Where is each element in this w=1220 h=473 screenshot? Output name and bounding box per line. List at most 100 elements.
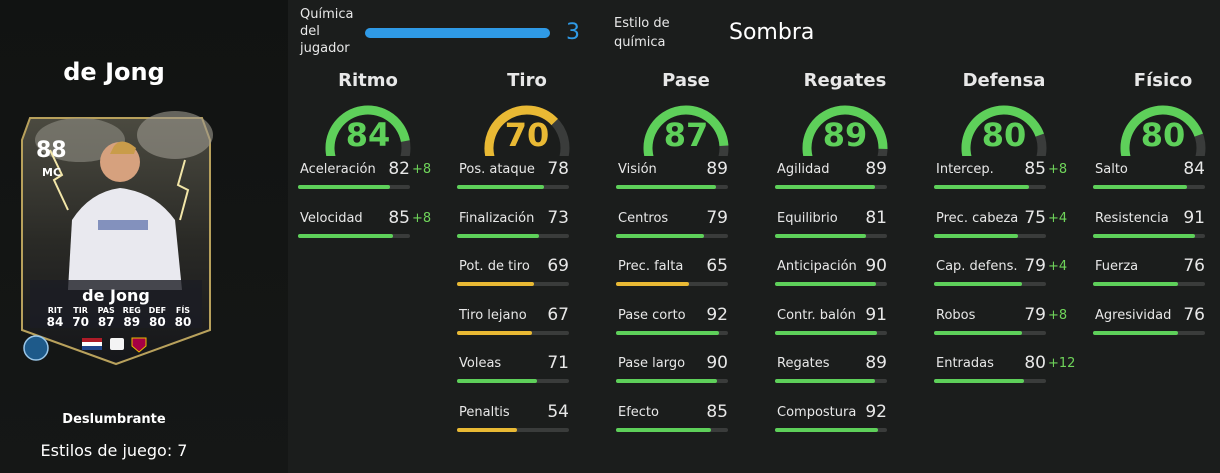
stat-label: Prec. cabeza (936, 210, 1019, 226)
stat-label: Finalización (459, 210, 535, 226)
stat-bar (298, 185, 410, 189)
stat-label: Equilibrio (777, 210, 838, 226)
stat-value: 80 (1024, 353, 1046, 374)
stat-row[interactable]: Intercep. 85 +8 (934, 159, 1074, 211)
stat-label: Fuerza (1095, 259, 1139, 275)
stat-bar-fill (616, 330, 720, 335)
player-card[interactable]: 88 MC de Jong RIT 84 TIR 70 PAS 87 REG 8… (10, 100, 222, 368)
stat-label: Voleas (459, 356, 502, 372)
stat-bar-fill (934, 379, 1024, 384)
stat-row[interactable]: Pos. ataque 78 (457, 159, 597, 211)
gauge-arc (1120, 105, 1206, 156)
category-title: Ritmo (338, 70, 398, 91)
stat-bar-fill (616, 427, 712, 432)
stat-row[interactable]: Robos 79 +8 (934, 305, 1074, 357)
gauge-arc (325, 105, 411, 156)
stat-row[interactable]: Pase largo 90 (616, 353, 756, 405)
stat-bar (934, 233, 1046, 238)
stat-bar (1093, 185, 1205, 189)
stat-bar-fill (616, 379, 717, 384)
stat-row[interactable]: Compostura 92 (775, 401, 915, 454)
stat-bar (616, 330, 728, 335)
stat-row[interactable]: Visión 89 (616, 159, 756, 211)
stat-row[interactable]: Agilidad 89 (775, 159, 915, 211)
stat-value: 76 (1183, 256, 1205, 277)
stat-boost: +8 (1048, 162, 1068, 177)
stat-bar (934, 379, 1046, 384)
chemistry-value: 3 (566, 20, 580, 45)
stat-value: 79 (1024, 256, 1046, 277)
stat-bar (934, 185, 1046, 189)
gauge-fill (484, 105, 558, 156)
stat-bar-fill (934, 233, 1018, 238)
stat-row[interactable]: Contr. balón 91 (775, 305, 915, 357)
stat-bar-fill (298, 233, 394, 238)
stat-row[interactable]: Regates 89 (775, 353, 915, 405)
stat-bar (616, 185, 728, 189)
stat-bar (775, 282, 887, 287)
stat-bar-fill (775, 233, 866, 238)
stat-row[interactable]: Penaltis 54 (457, 401, 597, 454)
stat-row[interactable]: Prec. falta 65 (616, 256, 756, 308)
chem-style-value[interactable]: Sombra (729, 20, 815, 45)
stat-label: Cap. defens. (936, 259, 1018, 275)
category-gauge: 70 (457, 96, 597, 162)
category-value: 70 (504, 116, 550, 154)
card-stat-label: TIR (73, 306, 88, 315)
stat-row[interactable]: Finalización 73 (457, 208, 597, 260)
stat-value: 65 (706, 256, 728, 277)
category-gauge: 80 (934, 96, 1074, 162)
stat-label: Compostura (777, 404, 857, 420)
card-stat-label: REG (122, 306, 141, 315)
stat-bar-fill (775, 330, 877, 335)
stat-row[interactable]: Pot. de tiro 69 (457, 256, 597, 308)
stat-row[interactable]: Pase corto 92 (616, 305, 756, 357)
stat-row[interactable]: Salto 84 (1093, 159, 1220, 211)
stat-label: Regates (777, 356, 830, 372)
stat-bar-fill (1093, 185, 1188, 189)
stat-row[interactable]: Equilibrio 81 (775, 208, 915, 260)
stat-label: Agilidad (777, 162, 830, 177)
stat-row[interactable]: Efecto 85 (616, 402, 756, 454)
stat-bar (1093, 233, 1205, 238)
stat-bar (457, 330, 569, 335)
stat-value: 85 (1024, 159, 1046, 179)
stat-bar-fill (775, 379, 875, 384)
stat-value: 92 (865, 401, 887, 422)
stat-bar-fill (616, 282, 689, 287)
stat-row[interactable]: Agresividad 76 (1093, 305, 1220, 357)
stat-label: Penaltis (459, 404, 510, 420)
stat-row[interactable]: Anticipación 90 (775, 256, 915, 308)
gauge-fill (961, 105, 1044, 156)
stat-row[interactable]: Aceleración 82 +8 (298, 159, 438, 211)
stat-label: Agresividad (1095, 307, 1172, 323)
stat-row[interactable]: Entradas 80 +12 (934, 353, 1076, 405)
stat-bar (616, 379, 728, 384)
stat-row[interactable]: Voleas 71 (457, 353, 597, 405)
chemistry-bar-fill (365, 28, 550, 38)
card-stat-tir: TIR 70 (70, 306, 92, 329)
stat-label: Visión (618, 162, 657, 177)
card-stats: RIT 84 TIR 70 PAS 87 REG 89 DEF 80 FÍS 8… (44, 306, 194, 329)
card-stat-value: 70 (72, 315, 89, 329)
gauge-arc (643, 105, 729, 156)
stat-row[interactable]: Prec. cabeza 75 +4 (934, 208, 1074, 260)
stat-row[interactable]: Velocidad 85 +8 (298, 208, 438, 260)
stat-row[interactable]: Tiro lejano 67 (457, 305, 597, 357)
category-title: Tiro (507, 70, 547, 91)
attribute-column-defensa: Defensa 80 Intercep. 85 +8 Prec. cabeza 75 +4 Ca… (934, 70, 1076, 405)
card-stat-label: FÍS (175, 306, 191, 315)
gauge-arc (961, 105, 1047, 156)
playstyles-count[interactable]: Estilos de juego: 7 (40, 441, 188, 460)
stat-row[interactable]: Cap. defens. 79 +4 (934, 256, 1074, 308)
stat-label: Contr. balón (777, 307, 856, 323)
stat-label: Anticipación (777, 259, 857, 275)
stat-row[interactable]: Resistencia 91 (1093, 208, 1220, 260)
stat-value: 54 (547, 401, 569, 422)
card-stat-reg: REG 89 (121, 306, 143, 329)
stat-boost: +8 (412, 210, 432, 226)
stat-boost: +12 (1048, 356, 1076, 372)
stat-row[interactable]: Fuerza 76 (1093, 256, 1220, 308)
card-stat-value: 84 (46, 315, 64, 329)
stat-row[interactable]: Centros 79 (616, 208, 756, 260)
